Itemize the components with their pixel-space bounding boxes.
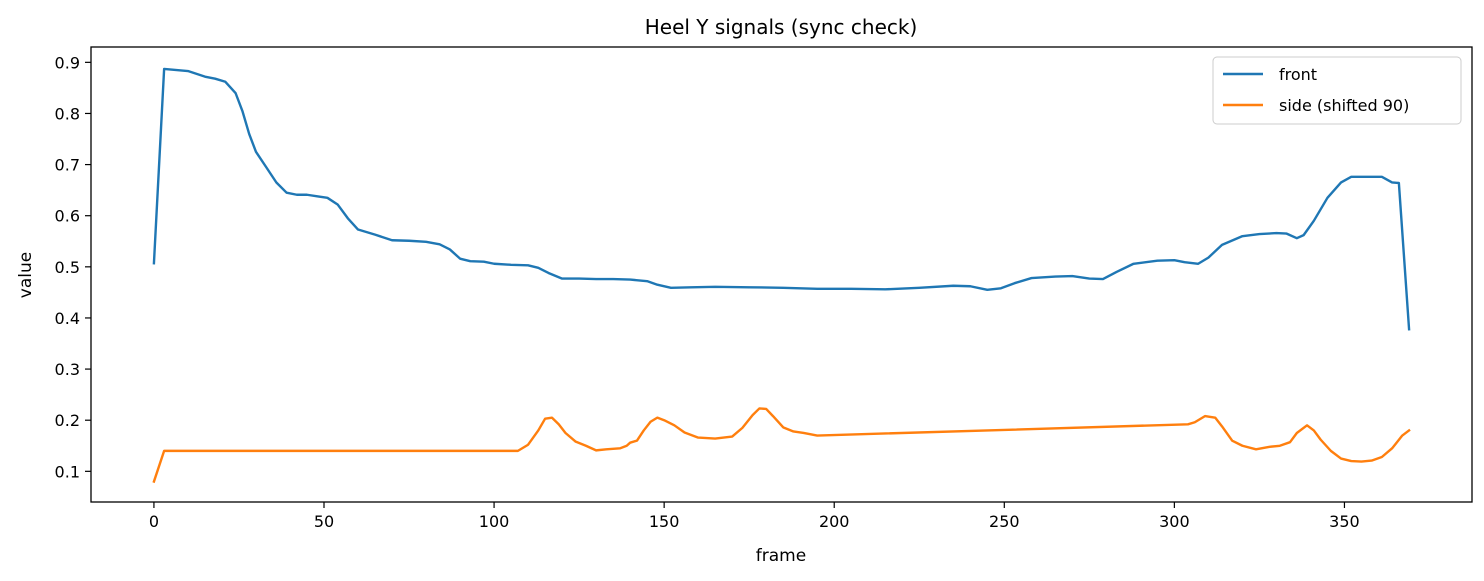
chart-title: Heel Y signals (sync check): [645, 15, 918, 39]
axes-frame: [90, 46, 1473, 503]
x-tick-label: 0: [149, 512, 159, 531]
y-tick-label: 0.7: [55, 156, 80, 175]
legend: front side (shifted 90): [1212, 56, 1462, 125]
y-tick-label: 0.4: [55, 309, 80, 328]
x-tick-label: 250: [989, 512, 1020, 531]
y-tick-label: 0.6: [55, 207, 80, 226]
y-tick-label: 0.5: [55, 258, 80, 277]
y-tick-label: 0.9: [55, 53, 80, 72]
plot-area: 0 50 100 150 200 250 300 350 0.1 0.2 0.3 0.4 0.5 0.6 0…: [55, 46, 1473, 531]
x-tick-label: 300: [1159, 512, 1190, 531]
x-tick-label: 350: [1329, 512, 1360, 531]
x-tick-label: 100: [479, 512, 510, 531]
x-tick-label: 200: [819, 512, 850, 531]
y-axis-label: value: [16, 252, 36, 298]
series-line-side: [152, 407, 1411, 484]
y-tick-label: 0.2: [55, 411, 80, 430]
x-tick-label: 150: [649, 512, 680, 531]
y-tick-label: 0.3: [55, 360, 80, 379]
y-tick-label: 0.8: [55, 104, 80, 123]
legend-label-front: front: [1279, 65, 1317, 84]
y-tick-label: 0.1: [55, 462, 80, 481]
x-tick-label: 50: [314, 512, 334, 531]
legend-label-side: side (shifted 90): [1279, 96, 1409, 115]
legend-box: [1212, 56, 1462, 125]
series-line-front: [152, 67, 1411, 331]
x-axis-label: frame: [756, 546, 806, 566]
